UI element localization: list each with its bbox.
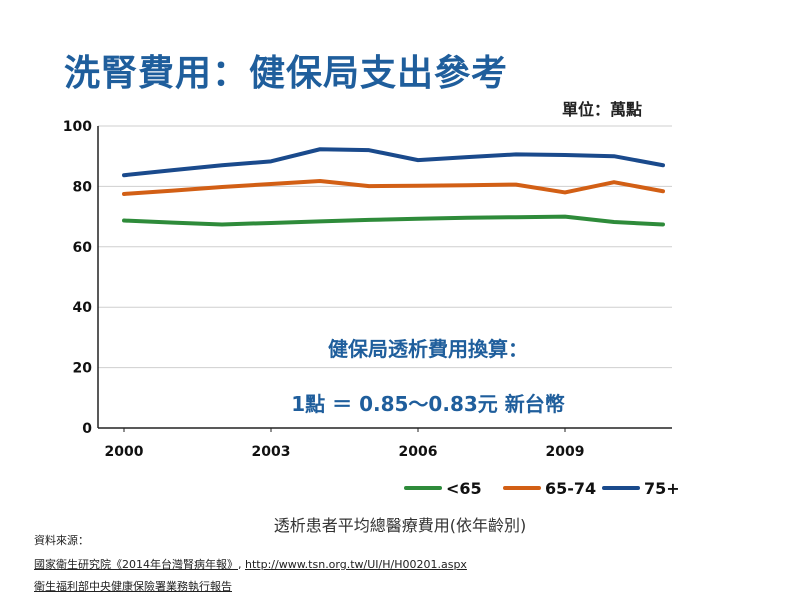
legend-label-3: 75+ xyxy=(644,479,680,498)
y-tick-label: 100 xyxy=(63,119,92,135)
y-axis-ticks: 0 20 40 60 80 100 xyxy=(63,119,92,437)
x-tick-label: 2009 xyxy=(546,444,585,460)
legend-label-2: 65-74 xyxy=(545,479,596,498)
legend-label-1: <65 xyxy=(446,479,482,498)
chart-legend: <65 65-74 75+ xyxy=(404,479,680,498)
x-axis-ticks: 2000 2003 2006 2009 xyxy=(105,444,585,460)
source-line-2[interactable]: 衛生福利部中央健康保險署業務執行報告 xyxy=(34,580,232,593)
source-separator: , xyxy=(238,558,245,571)
source-report-link[interactable]: 國家衛生研究院《2014年台灣腎病年報》 xyxy=(34,558,238,571)
source-line-1: 國家衛生研究院《2014年台灣腎病年報》, http://www.tsn.org… xyxy=(34,556,467,572)
x-tick-label: 2000 xyxy=(105,444,144,460)
chart-gridlines xyxy=(97,125,672,432)
series-line-1 xyxy=(122,214,665,227)
chart-series xyxy=(122,147,665,227)
source-label: 資料來源： xyxy=(34,534,89,547)
y-tick-label: 60 xyxy=(73,240,93,256)
slide-title: 洗腎費用：健保局支出參考 xyxy=(64,53,509,94)
y-tick-label: 20 xyxy=(73,361,93,377)
x-tick-label: 2006 xyxy=(399,444,438,460)
y-tick-label: 80 xyxy=(73,179,93,195)
y-tick-label: 0 xyxy=(82,421,92,437)
chart-caption: 透析患者平均總醫療費用(依年齡別) xyxy=(273,516,527,535)
x-tick-label: 2003 xyxy=(252,444,291,460)
unit-label: 單位：萬點 xyxy=(562,100,643,119)
annotation-line-1: 健保局透析費用換算： xyxy=(328,337,528,361)
y-tick-label: 40 xyxy=(73,300,93,316)
series-line-2 xyxy=(122,178,665,196)
source-url-link[interactable]: http://www.tsn.org.tw/UI/H/H00201.aspx xyxy=(245,558,467,571)
annotation-line-2: 1點 ＝ 0.85～0.83元 新台幣 xyxy=(291,392,565,416)
series-line-3 xyxy=(122,147,665,178)
